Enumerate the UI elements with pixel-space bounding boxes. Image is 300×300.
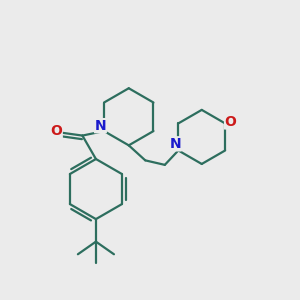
Text: N: N <box>94 119 106 133</box>
Text: O: O <box>50 124 62 138</box>
Text: O: O <box>225 115 236 129</box>
Text: N: N <box>169 137 181 151</box>
